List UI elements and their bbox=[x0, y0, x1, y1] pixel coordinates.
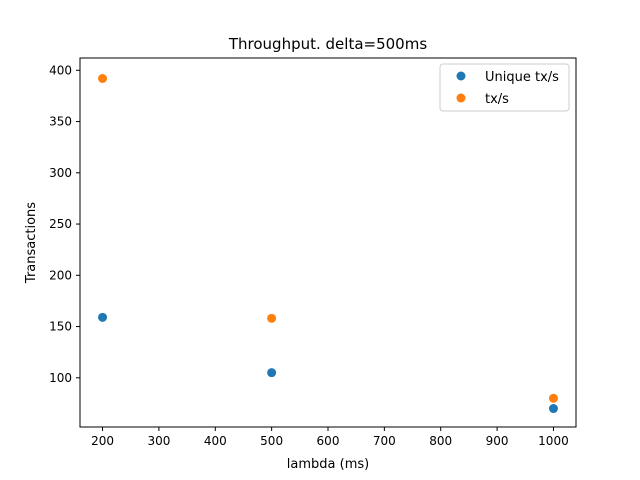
data-point-unique-tx-s bbox=[98, 312, 108, 322]
x-tick-label: 900 bbox=[486, 434, 509, 448]
y-tick-label: 150 bbox=[49, 320, 72, 334]
x-axis-ticks: 200 300 400 500 600 700 800 900 1000 bbox=[91, 427, 569, 448]
data-points bbox=[98, 74, 558, 414]
x-tick-label: 300 bbox=[147, 434, 170, 448]
x-tick-label: 200 bbox=[91, 434, 114, 448]
x-tick-label: 1000 bbox=[538, 434, 569, 448]
data-point-tx-s bbox=[98, 74, 108, 83]
y-axis-label: Transactions bbox=[24, 202, 39, 284]
y-tick-label: 100 bbox=[49, 371, 72, 385]
y-tick-label: 250 bbox=[49, 217, 72, 231]
y-tick-label: 200 bbox=[49, 268, 72, 282]
y-tick-label: 300 bbox=[49, 166, 72, 180]
legend-marker-tx-s bbox=[456, 93, 466, 103]
data-point-tx-s bbox=[548, 393, 558, 403]
x-axis-label: lambda (ms) bbox=[287, 457, 369, 472]
data-point-tx-s bbox=[267, 313, 277, 323]
chart-title: Throughput. delta=500ms bbox=[228, 35, 427, 53]
plot-area-frame bbox=[79, 57, 577, 428]
data-point-unique-tx-s bbox=[267, 368, 277, 378]
x-tick-label: 800 bbox=[429, 434, 452, 448]
data-point-unique-tx-s bbox=[548, 404, 558, 414]
legend-label-tx-s: tx/s bbox=[485, 92, 509, 107]
x-tick-label: 600 bbox=[317, 434, 340, 448]
legend-marker-unique-tx-s bbox=[456, 71, 466, 81]
x-tick-label: 400 bbox=[204, 434, 227, 448]
x-tick-label: 700 bbox=[373, 434, 396, 448]
legend-box bbox=[439, 63, 570, 112]
y-tick-label: 350 bbox=[49, 115, 72, 129]
x-tick-label: 500 bbox=[260, 434, 283, 448]
legend: Unique tx/s tx/s bbox=[439, 63, 570, 112]
y-axis-ticks: 100 150 200 250 300 350 400 bbox=[49, 63, 80, 385]
y-tick-label: 400 bbox=[49, 63, 72, 77]
legend-label-unique-tx-s: Unique tx/s bbox=[485, 70, 559, 85]
